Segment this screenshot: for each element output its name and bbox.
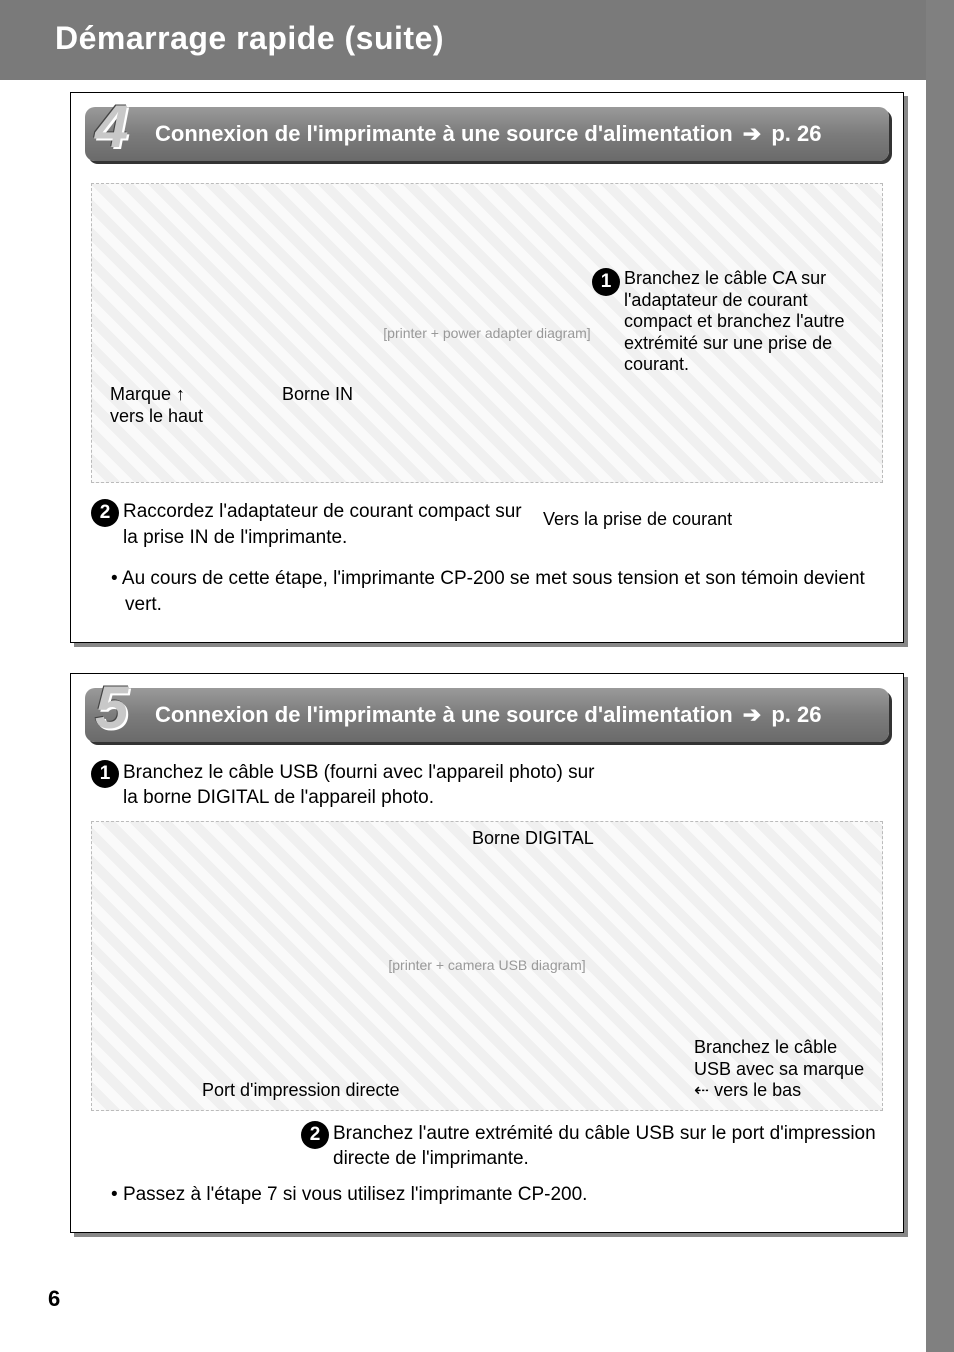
- step-5-instr-1: 1 Branchez le câble USB (fourni avec l'a…: [91, 760, 611, 811]
- page-number: 6: [48, 1286, 60, 1312]
- step-4-instr-1-text: Branchez le câble CA sur l'adaptateur de…: [624, 268, 872, 376]
- diagram-placeholder-label: [printer + power adapter diagram]: [383, 324, 590, 343]
- step-4-bullet-text: Au cours de cette étape, l'imprimante CP…: [122, 568, 865, 615]
- label-port-impression: Port d'impression directe: [202, 1080, 400, 1102]
- step-4-bullet: • Au cours de cette étape, l'imprimante …: [111, 566, 883, 617]
- step-4-body: [printer + power adapter diagram] Marque…: [85, 161, 889, 628]
- step-4-number: 4: [95, 97, 128, 157]
- label-borne-digital: Borne DIGITAL: [472, 828, 594, 850]
- step-4-box: 4 Connexion de l'imprimante à une source…: [70, 92, 904, 643]
- label-borne-in: Borne IN: [282, 384, 353, 406]
- step-5-box: 5 Connexion de l'imprimante à une source…: [70, 673, 904, 1233]
- step-4-instr-2: 2 Raccordez l'adaptateur de courant comp…: [91, 499, 533, 550]
- step-4-diagram: [printer + power adapter diagram] Marque…: [91, 183, 883, 483]
- circled-1-icon: 1: [91, 760, 119, 788]
- step-4-lower-row: 2 Raccordez l'adaptateur de courant comp…: [91, 493, 883, 556]
- step-5-title-main: Connexion de l'imprimante à une source d…: [155, 702, 733, 727]
- circled-2-icon: 2: [301, 1121, 329, 1149]
- arrow-right-icon: ➔: [743, 702, 761, 727]
- step-4-title-ref: p. 26: [771, 121, 821, 146]
- diagram-placeholder-label: [printer + camera USB diagram]: [388, 956, 585, 975]
- title-bar: Démarrage rapide (suite): [0, 0, 954, 80]
- step-5-title: Connexion de l'imprimante à une source d…: [155, 702, 822, 728]
- label-marque: Marque ↑ vers le haut: [110, 384, 220, 427]
- label-vers-prise: Vers la prise de courant: [543, 509, 732, 529]
- step-5-diagram: [printer + camera USB diagram] Borne DIG…: [91, 821, 883, 1111]
- step-4-header: 4 Connexion de l'imprimante à une source…: [85, 107, 889, 161]
- step-5-bullet-text: Passez à l'étape 7 si vous utilisez l'im…: [123, 1184, 588, 1205]
- step-5-instr-1-text: Branchez le câble USB (fourni avec l'app…: [123, 760, 611, 811]
- step-4-title: Connexion de l'imprimante à une source d…: [155, 121, 822, 147]
- page-title: Démarrage rapide (suite): [55, 20, 954, 57]
- step-4-title-main: Connexion de l'imprimante à une source d…: [155, 121, 733, 146]
- step-4-instr-1: 1 Branchez le câble CA sur l'adaptateur …: [592, 262, 872, 382]
- step-5-bullet: • Passez à l'étape 7 si vous utilisez l'…: [111, 1182, 883, 1208]
- step-5-title-ref: p. 26: [771, 702, 821, 727]
- label-usb-marque: Branchez le câble USB avec sa marque ⇠ v…: [694, 1037, 874, 1102]
- step-5-header: 5 Connexion de l'imprimante à une source…: [85, 688, 889, 742]
- step-5-instr-2-text: Branchez l'autre extrémité du câble USB …: [333, 1121, 883, 1172]
- step-5-number: 5: [95, 678, 128, 738]
- step-5-body: 1 Branchez le câble USB (fourni avec l'a…: [85, 742, 889, 1218]
- accent-strip: [926, 0, 954, 1352]
- step-5-instr-2: 2 Branchez l'autre extrémité du câble US…: [301, 1121, 883, 1172]
- page-content: 4 Connexion de l'imprimante à une source…: [0, 80, 954, 1233]
- arrow-right-icon: ➔: [743, 121, 761, 146]
- step-4-instr-2-text: Raccordez l'adaptateur de courant compac…: [123, 499, 533, 550]
- circled-2-icon: 2: [91, 499, 119, 527]
- circled-1-icon: 1: [592, 268, 620, 296]
